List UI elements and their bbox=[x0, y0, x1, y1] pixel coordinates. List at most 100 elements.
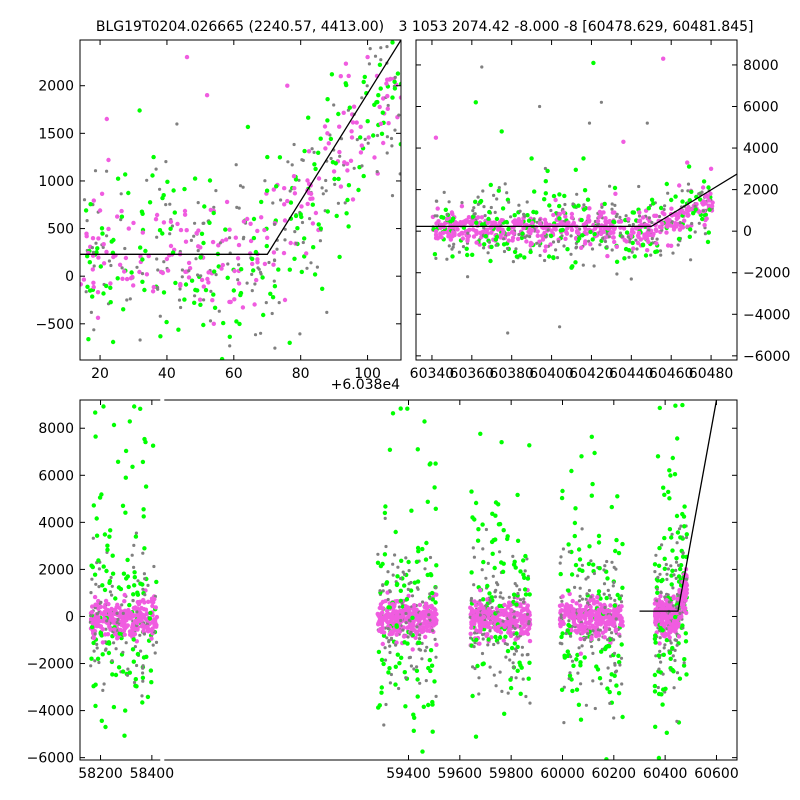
data-point bbox=[365, 54, 370, 60]
data-point bbox=[149, 636, 154, 641]
model-line bbox=[639, 400, 718, 612]
data-point bbox=[137, 108, 142, 113]
data-point bbox=[659, 692, 664, 697]
data-point bbox=[595, 218, 601, 224]
data-point bbox=[485, 583, 490, 589]
data-point bbox=[501, 596, 505, 600]
data-point bbox=[138, 633, 142, 637]
data-point bbox=[434, 221, 439, 226]
data-point bbox=[582, 655, 587, 660]
data-point bbox=[489, 539, 495, 545]
data-point bbox=[85, 219, 89, 223]
data-point bbox=[201, 284, 206, 289]
data-point bbox=[661, 485, 666, 490]
data-point bbox=[377, 62, 383, 67]
data-point bbox=[89, 624, 95, 630]
data-point bbox=[481, 637, 485, 641]
data-point bbox=[673, 658, 677, 663]
data-point bbox=[134, 531, 138, 535]
data-point bbox=[472, 555, 476, 559]
data-point bbox=[599, 682, 603, 686]
data-point bbox=[610, 207, 614, 211]
data-point bbox=[640, 215, 646, 220]
data-point bbox=[106, 640, 112, 645]
data-point bbox=[682, 661, 686, 665]
data-point bbox=[365, 84, 369, 88]
data-point bbox=[478, 598, 482, 603]
data-point bbox=[499, 622, 504, 627]
data-point bbox=[580, 527, 584, 531]
data-point bbox=[669, 197, 674, 203]
data-point bbox=[569, 265, 574, 270]
data-point bbox=[579, 454, 584, 459]
data-point bbox=[394, 632, 399, 637]
data-point bbox=[210, 239, 216, 245]
data-point bbox=[95, 642, 99, 647]
data-point bbox=[311, 245, 316, 250]
data-point bbox=[591, 679, 595, 683]
data-point bbox=[122, 592, 127, 598]
data-point bbox=[537, 221, 542, 226]
data-point bbox=[637, 184, 641, 189]
data-point bbox=[102, 605, 108, 610]
data-point bbox=[384, 544, 388, 549]
data-point bbox=[361, 173, 366, 179]
data-point bbox=[140, 582, 145, 587]
data-point bbox=[414, 559, 420, 564]
data-point bbox=[470, 252, 475, 257]
data-point bbox=[380, 641, 385, 647]
data-point bbox=[130, 464, 135, 469]
data-point bbox=[397, 686, 401, 691]
data-point bbox=[487, 240, 491, 244]
data-point bbox=[578, 586, 582, 590]
data-point bbox=[479, 622, 485, 627]
data-point bbox=[206, 270, 211, 275]
data-point bbox=[709, 203, 715, 209]
data-point bbox=[110, 584, 114, 588]
data-point bbox=[500, 227, 505, 232]
data-point bbox=[120, 266, 124, 270]
data-point bbox=[674, 513, 680, 519]
data-point bbox=[379, 657, 385, 663]
data-point bbox=[270, 311, 274, 316]
data-point bbox=[361, 79, 366, 85]
data-point bbox=[126, 226, 131, 231]
data-point bbox=[693, 207, 698, 212]
y-tick-label: −4000 bbox=[27, 704, 74, 720]
data-point bbox=[507, 623, 513, 629]
data-point bbox=[674, 568, 678, 573]
data-point bbox=[602, 201, 607, 207]
data-point bbox=[498, 630, 504, 635]
data-point bbox=[116, 665, 122, 670]
data-point bbox=[448, 237, 453, 242]
data-point bbox=[582, 638, 587, 642]
data-point bbox=[117, 631, 122, 636]
data-point bbox=[123, 246, 127, 251]
y-tick-label: 2000 bbox=[743, 183, 779, 199]
data-point bbox=[478, 613, 482, 617]
data-point bbox=[313, 166, 318, 172]
data-point bbox=[143, 577, 147, 581]
data-point bbox=[224, 237, 229, 242]
data-point bbox=[646, 239, 651, 245]
data-point bbox=[211, 321, 216, 326]
data-point bbox=[300, 220, 305, 225]
data-point bbox=[578, 594, 582, 598]
data-point bbox=[457, 232, 462, 237]
data-point bbox=[493, 595, 497, 599]
data-point bbox=[88, 616, 94, 622]
data-point bbox=[637, 214, 642, 218]
data-point bbox=[701, 179, 707, 184]
data-point bbox=[611, 219, 616, 224]
data-point bbox=[395, 652, 400, 657]
data-point bbox=[671, 604, 675, 608]
data-point bbox=[379, 690, 384, 695]
data-point bbox=[148, 610, 153, 616]
data-point bbox=[232, 297, 237, 302]
y-tick-label: 0 bbox=[65, 269, 74, 285]
data-point bbox=[125, 298, 129, 302]
data-point bbox=[492, 565, 497, 571]
data-point bbox=[102, 587, 108, 593]
data-point bbox=[384, 81, 389, 86]
model-line bbox=[80, 40, 401, 255]
